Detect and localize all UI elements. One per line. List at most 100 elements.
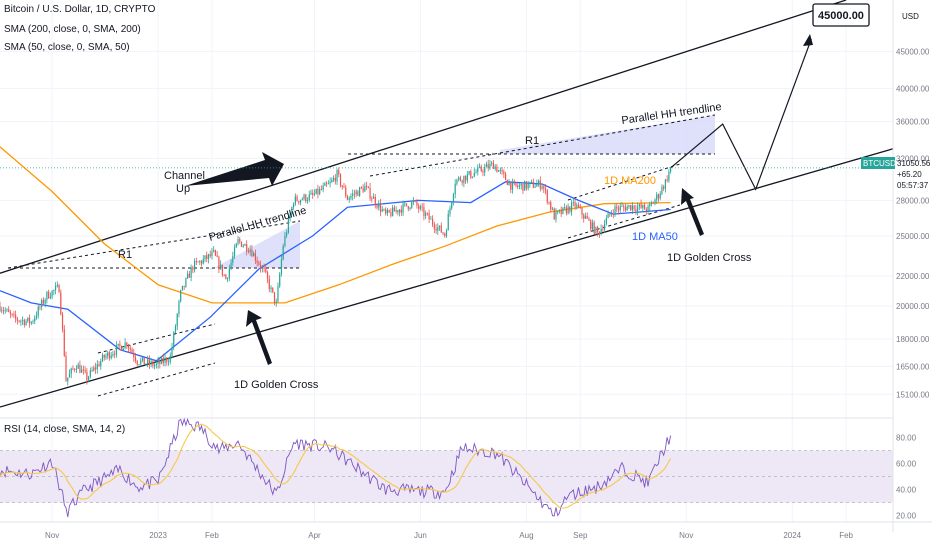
time-tick-label: Nov (679, 531, 693, 540)
candle-up (668, 171, 670, 181)
candle-up (70, 368, 72, 374)
candle-down (192, 267, 194, 270)
candle-up (529, 182, 531, 184)
candle-down (390, 212, 392, 216)
candle-down (127, 346, 130, 349)
candle-up (449, 208, 451, 214)
candle-down (539, 180, 541, 189)
candle-up (233, 247, 236, 257)
candle-up (518, 185, 521, 187)
candle-down (195, 260, 197, 262)
r1-right-label: R1 (525, 135, 539, 147)
candle-up (301, 199, 303, 201)
candle-down (159, 360, 161, 364)
candle-down (423, 207, 425, 216)
candle-down (61, 314, 64, 330)
candle-up (466, 174, 468, 181)
candle-up (378, 203, 380, 208)
chart-symbol-title[interactable]: Bitcoin / U.S. Dollar, 1D, CRYPTO (4, 4, 156, 15)
candle-up (576, 204, 578, 207)
price-axis[interactable]: 45000.00 40000.00 36000.00 32000.00 28000.00… (892, 0, 930, 532)
candle-down (320, 189, 323, 190)
price-tick-label: 15100.00 (896, 390, 930, 399)
candle-up (430, 218, 432, 220)
sma50-legend[interactable]: SMA (50, close, 0, SMA, 50) (4, 42, 130, 53)
candle-down (643, 204, 646, 210)
candle-up (381, 209, 383, 212)
candle-up (169, 355, 171, 362)
candle-down (435, 228, 437, 231)
last-price-value: 31050.56 (897, 159, 931, 168)
candle-up (468, 171, 470, 175)
candle-up (49, 297, 51, 299)
candle-down (259, 264, 262, 269)
rsi-tick-label: 80.00 (896, 434, 917, 443)
candle-down (515, 182, 517, 186)
channel-arrow (185, 152, 284, 186)
candle-down (13, 314, 15, 316)
last-price-symbol: BTCUSD (863, 159, 896, 168)
candle-down (103, 354, 105, 358)
sma200-legend[interactable]: SMA (200, close, 0, SMA, 200) (4, 24, 141, 35)
candle-down (221, 264, 223, 275)
rsi-legend[interactable]: RSI (14, close, SMA, 14, 2) (4, 424, 126, 435)
price-tick-label: 28000.00 (896, 196, 930, 205)
time-tick-label: Aug (519, 531, 533, 540)
candle-up (527, 183, 529, 189)
candle-down (482, 170, 484, 173)
candle-up (124, 342, 126, 349)
time-axis[interactable]: Nov 2023 Feb Apr Jun Aug Sep Nov 2024 Feb (0, 521, 932, 540)
candle-up (447, 213, 449, 231)
candle-down (119, 343, 121, 347)
candle-up (336, 170, 338, 182)
candle-up (279, 274, 281, 287)
candle-down (663, 186, 665, 189)
candle-up (27, 317, 29, 322)
candle-down (525, 181, 528, 189)
candle-up (386, 209, 389, 214)
candle-down (0, 306, 1, 311)
candle-down (418, 205, 420, 209)
candle-up (44, 299, 46, 304)
candle-up (160, 357, 163, 364)
target-box[interactable]: 45000.00 (812, 3, 870, 27)
candle-down (129, 348, 131, 350)
candle-down (480, 166, 482, 171)
candle-down (617, 208, 620, 211)
candle-up (261, 267, 263, 269)
candle-down (339, 174, 342, 186)
candle-up (30, 321, 32, 324)
candle-up (67, 377, 69, 382)
candle-up (277, 286, 279, 302)
candle-up (564, 207, 566, 209)
candle-down (345, 187, 347, 197)
candle-down (421, 206, 423, 208)
candle-up (454, 183, 456, 195)
candle-up (649, 204, 651, 207)
candle-up (53, 290, 55, 291)
candle-down (442, 232, 444, 234)
candle-down (247, 251, 250, 253)
candle-down (405, 203, 408, 207)
price-tick-label: 36000.00 (896, 117, 930, 126)
candle-up (638, 204, 640, 207)
candle-up (452, 194, 455, 203)
candle-up (570, 202, 573, 212)
candle-down (581, 207, 583, 215)
candle-down (588, 218, 590, 221)
candle-down (134, 357, 137, 362)
candle-down (400, 209, 402, 213)
candle-up (438, 225, 441, 228)
golden-cross-arrow-left (246, 310, 272, 365)
candle-up (425, 213, 427, 216)
candle-down (543, 186, 545, 189)
candle-down (598, 232, 600, 235)
candle-up (68, 373, 71, 378)
golden-cross-right-label: 1D Golden Cross (667, 252, 752, 264)
candle-down (633, 205, 635, 210)
candle-down (272, 287, 274, 293)
candle-up (4, 310, 6, 312)
candle-up (595, 226, 597, 234)
candle-down (577, 204, 580, 208)
